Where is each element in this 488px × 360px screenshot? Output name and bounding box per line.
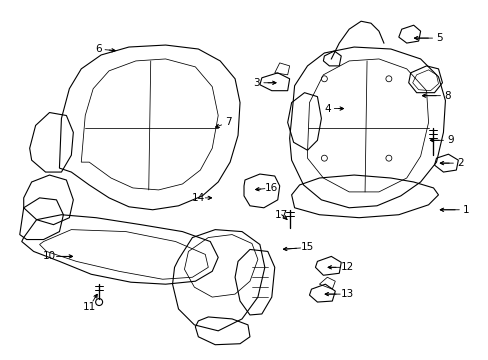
Text: 13: 13 [340,289,353,299]
Text: 11: 11 [82,302,96,312]
Text: 14: 14 [191,193,204,203]
Text: 4: 4 [324,104,330,113]
Text: 2: 2 [456,158,463,168]
Text: 12: 12 [340,262,353,272]
Text: 17: 17 [275,210,288,220]
Text: 10: 10 [43,251,56,261]
Text: 5: 5 [435,33,442,43]
Text: 16: 16 [264,183,278,193]
Text: 6: 6 [95,44,101,54]
Text: 7: 7 [224,117,231,127]
Text: 3: 3 [253,78,260,88]
Text: 1: 1 [462,205,468,215]
Text: 9: 9 [446,135,453,145]
Text: 15: 15 [300,243,313,252]
Text: 8: 8 [443,91,450,101]
